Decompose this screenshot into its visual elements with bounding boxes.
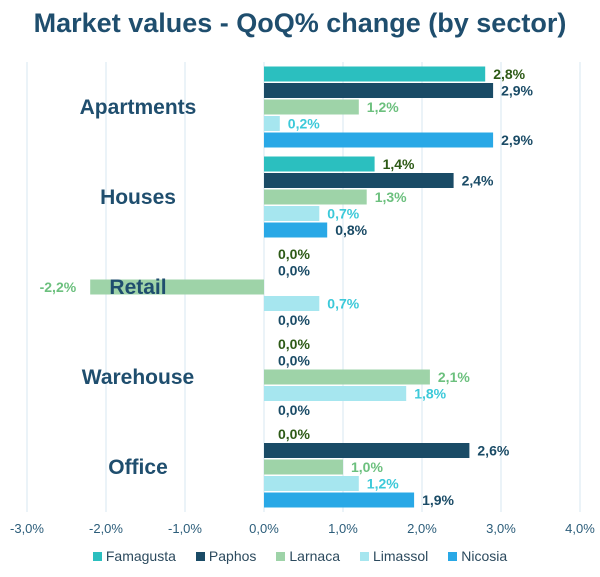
x-tick-label: -3,0% <box>10 521 44 536</box>
data-label: 0,0% <box>278 426 310 442</box>
data-label: 2,9% <box>501 132 533 148</box>
legend-swatch <box>92 551 102 561</box>
bar <box>264 459 343 475</box>
data-label: 1,8% <box>414 386 446 402</box>
data-label: 0,0% <box>278 312 310 328</box>
data-label: 0,7% <box>327 296 359 312</box>
category-label: Office <box>108 456 168 479</box>
legend-label: Famagusta <box>105 548 176 564</box>
data-label: 1,9% <box>422 492 454 508</box>
data-label: 0,0% <box>278 353 310 369</box>
legend-swatch <box>195 551 205 561</box>
x-tick-label: 3,0% <box>486 521 516 536</box>
bar <box>264 386 407 401</box>
legend-label: Larnaca <box>289 548 340 564</box>
bar <box>264 173 454 188</box>
x-tick-label: -2,0% <box>89 521 123 536</box>
data-label: 2,9% <box>501 83 533 99</box>
bar <box>264 116 280 131</box>
bars <box>90 66 494 508</box>
data-label: 1,2% <box>367 476 399 492</box>
data-label: 0,0% <box>278 263 310 279</box>
category-label: Apartments <box>80 96 197 119</box>
legend-entry: Famagusta <box>92 548 176 564</box>
data-label: 2,8% <box>493 66 525 82</box>
bar <box>264 99 359 115</box>
bar <box>264 156 375 172</box>
category-label: Houses <box>100 186 176 209</box>
bar <box>264 206 320 221</box>
category-label: Retail <box>109 276 166 299</box>
legend-entry: Paphos <box>195 548 257 564</box>
legend-label: Paphos <box>208 548 257 564</box>
data-label: 2,6% <box>477 443 509 459</box>
x-tick-label: 4,0% <box>565 521 595 536</box>
data-label: 0,0% <box>278 336 310 352</box>
legend-entry: Limassol <box>359 548 429 564</box>
data-label: 1,2% <box>367 99 399 115</box>
data-labels: 2,8%2,9%1,2%0,2%2,9%1,4%2,4%1,3%0,7%0,8%… <box>40 66 534 508</box>
chart-title: Market values - QoQ% change (by sector) <box>33 8 567 38</box>
legend-swatch <box>359 551 369 561</box>
x-tick-label: 0,0% <box>249 521 279 536</box>
x-tick-label: 2,0% <box>407 521 437 536</box>
data-label: 2,4% <box>462 173 494 189</box>
category-labels: Apartments Houses Retail Warehouse Office <box>80 96 197 479</box>
legend-entry: Nicosia <box>448 548 507 564</box>
legend-label: Nicosia <box>461 548 508 564</box>
data-label: 0,0% <box>278 246 310 262</box>
bar <box>264 296 320 311</box>
x-tick-label: 1,0% <box>328 521 358 536</box>
x-tick-labels: -3,0% -2,0% -1,0% 0,0% 1,0% 2,0% 3,0% 4,0% <box>10 521 595 536</box>
bar <box>264 492 415 508</box>
bar <box>264 83 494 98</box>
data-label: 0,8% <box>335 222 367 238</box>
bar <box>264 222 328 238</box>
legend-entry: Larnaca <box>276 548 340 564</box>
data-label: 0,2% <box>288 116 320 132</box>
data-label: 1,4% <box>383 156 415 172</box>
bar <box>264 443 470 458</box>
x-tick-label: -1,0% <box>168 521 202 536</box>
bar <box>264 476 359 491</box>
data-label: 2,1% <box>438 369 470 385</box>
legend-label: Limassol <box>372 548 429 564</box>
data-label: 0,0% <box>278 402 310 418</box>
legend: Famagusta Paphos Larnaca Limassol Nicosia <box>0 548 600 564</box>
legend-swatch <box>276 551 286 561</box>
legend-swatch <box>448 551 458 561</box>
category-label: Warehouse <box>82 366 194 389</box>
bar <box>264 369 430 385</box>
data-label: 0,7% <box>327 206 359 222</box>
bar <box>264 132 494 148</box>
data-label: 1,0% <box>351 459 383 475</box>
bar <box>90 279 264 295</box>
data-label: 1,3% <box>375 189 407 205</box>
data-label: -2,2% <box>40 279 77 295</box>
bar <box>264 189 367 205</box>
bar <box>264 66 486 82</box>
